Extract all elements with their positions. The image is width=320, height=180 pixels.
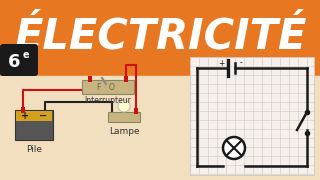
Text: −: −: [39, 111, 47, 121]
Bar: [124, 76, 128, 82]
FancyBboxPatch shape: [0, 44, 38, 76]
Bar: [0, 0, 320, 76]
Bar: [108, 112, 140, 122]
Bar: [134, 108, 138, 114]
Text: F: F: [96, 82, 100, 91]
Bar: [16, 111, 52, 121]
Bar: [82, 80, 134, 94]
Bar: [88, 76, 92, 82]
Text: Lampe: Lampe: [109, 127, 139, 136]
Text: +: +: [21, 111, 29, 121]
Text: e: e: [23, 50, 29, 60]
Text: +: +: [218, 58, 224, 68]
Bar: [190, 57, 314, 175]
Text: -: -: [240, 58, 242, 68]
Bar: [15, 110, 53, 140]
Circle shape: [223, 137, 245, 159]
Bar: [0, 76, 320, 180]
Text: Interrupteur: Interrupteur: [84, 96, 132, 105]
Bar: [21, 107, 25, 113]
Text: O: O: [109, 82, 115, 91]
Text: ÉLECTRICITÉ: ÉLECTRICITÉ: [14, 15, 306, 57]
Text: 6: 6: [8, 53, 20, 71]
Circle shape: [118, 100, 130, 112]
Text: Pile: Pile: [26, 145, 42, 154]
